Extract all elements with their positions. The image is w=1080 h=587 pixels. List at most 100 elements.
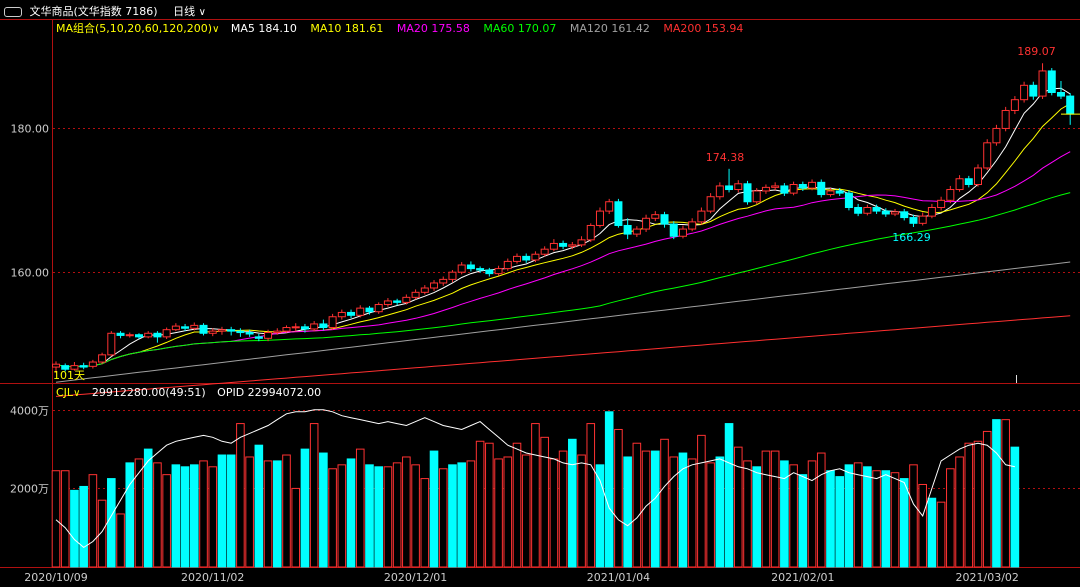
volume-bar xyxy=(540,436,549,568)
volume-bar xyxy=(420,478,430,568)
volume-bar xyxy=(669,456,679,568)
candlestick-series[interactable] xyxy=(52,63,1075,373)
candle xyxy=(162,327,171,340)
candle-body xyxy=(568,244,577,247)
volume-bar xyxy=(180,466,190,568)
candle xyxy=(725,168,734,193)
candle xyxy=(771,182,780,191)
candle-body xyxy=(227,329,236,332)
candle xyxy=(854,203,863,217)
candle-body xyxy=(208,330,217,334)
candle-body xyxy=(98,354,107,363)
candle-body xyxy=(116,332,125,336)
volume-bar xyxy=(761,450,771,568)
candle xyxy=(1010,96,1019,115)
candle xyxy=(254,334,263,342)
candle-body xyxy=(503,260,512,270)
candle xyxy=(863,204,872,216)
candle-body xyxy=(872,207,881,212)
candle xyxy=(678,225,687,239)
candle xyxy=(891,208,900,217)
volume-bar xyxy=(568,438,577,568)
candle-body xyxy=(715,185,724,198)
volume-bar xyxy=(724,423,734,568)
date-tick-label: 2021/02/01 xyxy=(771,571,834,584)
candle xyxy=(669,221,678,240)
candle-body xyxy=(955,178,964,191)
volume-bar xyxy=(752,466,762,568)
volume-bar xyxy=(595,464,605,568)
volume-bar xyxy=(651,450,660,568)
volume-bar-series[interactable] xyxy=(51,411,1020,568)
candle-body xyxy=(310,323,319,330)
volume-bar xyxy=(512,442,522,568)
volume-bar xyxy=(411,464,420,568)
volume-tick-label: 4000万 xyxy=(10,405,49,418)
volume-bar xyxy=(706,462,715,568)
volume-legend: CJL∨ 29912280.00(49:51) OPID 22994072.00 xyxy=(56,386,321,399)
volume-bar xyxy=(835,476,845,568)
date-tick-label: 2020/12/01 xyxy=(384,571,447,584)
volume-bar xyxy=(208,466,218,568)
ma-legend-ma10: MA10 181.61 xyxy=(310,22,384,35)
volume-bar xyxy=(162,474,171,568)
candle xyxy=(1029,81,1038,100)
candle-body xyxy=(383,300,392,306)
candle xyxy=(789,181,798,196)
candle xyxy=(319,319,328,331)
volume-bar xyxy=(282,454,291,568)
volume-bar xyxy=(263,460,273,568)
candle-body xyxy=(420,287,429,293)
candle xyxy=(245,329,254,337)
candle xyxy=(780,183,789,196)
cjl-label[interactable]: CJL xyxy=(56,386,74,399)
candle xyxy=(88,359,97,369)
candle xyxy=(568,242,577,250)
candle xyxy=(79,362,88,370)
volume-bar xyxy=(217,454,227,568)
volume-bar xyxy=(272,460,282,568)
candle-body xyxy=(688,221,697,230)
volume-bar xyxy=(125,462,135,568)
candle-body xyxy=(291,326,300,329)
candle-body xyxy=(743,183,752,203)
window-header: 文华商品(文华指数 7186) 日线 ∨ xyxy=(4,3,206,19)
candle-body xyxy=(577,239,586,246)
price-tick-label: 180.00 xyxy=(11,123,50,136)
volume-bar xyxy=(300,448,310,568)
volume-bar xyxy=(226,454,236,568)
volume-bar xyxy=(964,442,974,568)
candle-body xyxy=(1038,70,1047,97)
candle-body xyxy=(964,178,973,185)
volume-bar xyxy=(346,458,356,568)
volume-bar xyxy=(116,513,125,568)
candle xyxy=(107,331,116,357)
ma200-line xyxy=(55,315,1071,397)
volume-bar xyxy=(319,452,328,568)
candle-body xyxy=(697,210,706,223)
candle xyxy=(282,325,291,333)
candle xyxy=(328,313,337,330)
candle xyxy=(347,309,356,319)
candle-body xyxy=(780,185,789,194)
candle-body xyxy=(448,271,457,280)
candle xyxy=(236,328,245,337)
candle xyxy=(577,236,586,248)
period-selector[interactable]: 日线 ∨ xyxy=(173,5,206,18)
candle-body xyxy=(605,201,614,212)
volume-bar xyxy=(770,450,780,568)
volume-bar xyxy=(199,460,208,568)
candle-body xyxy=(1029,84,1038,97)
candle xyxy=(715,182,724,200)
volume-bar xyxy=(254,444,264,568)
volume-bar xyxy=(890,472,900,568)
candle-body xyxy=(374,304,383,313)
volume-bar xyxy=(844,464,854,568)
ma-group-label[interactable]: MA组合(5,10,20,60,120,200) xyxy=(56,22,213,35)
candle-body xyxy=(162,329,171,338)
volume-bar xyxy=(503,456,513,568)
candle xyxy=(992,124,1001,146)
volume-bar xyxy=(494,458,503,568)
candle xyxy=(476,266,485,273)
volume-bar xyxy=(171,464,181,568)
